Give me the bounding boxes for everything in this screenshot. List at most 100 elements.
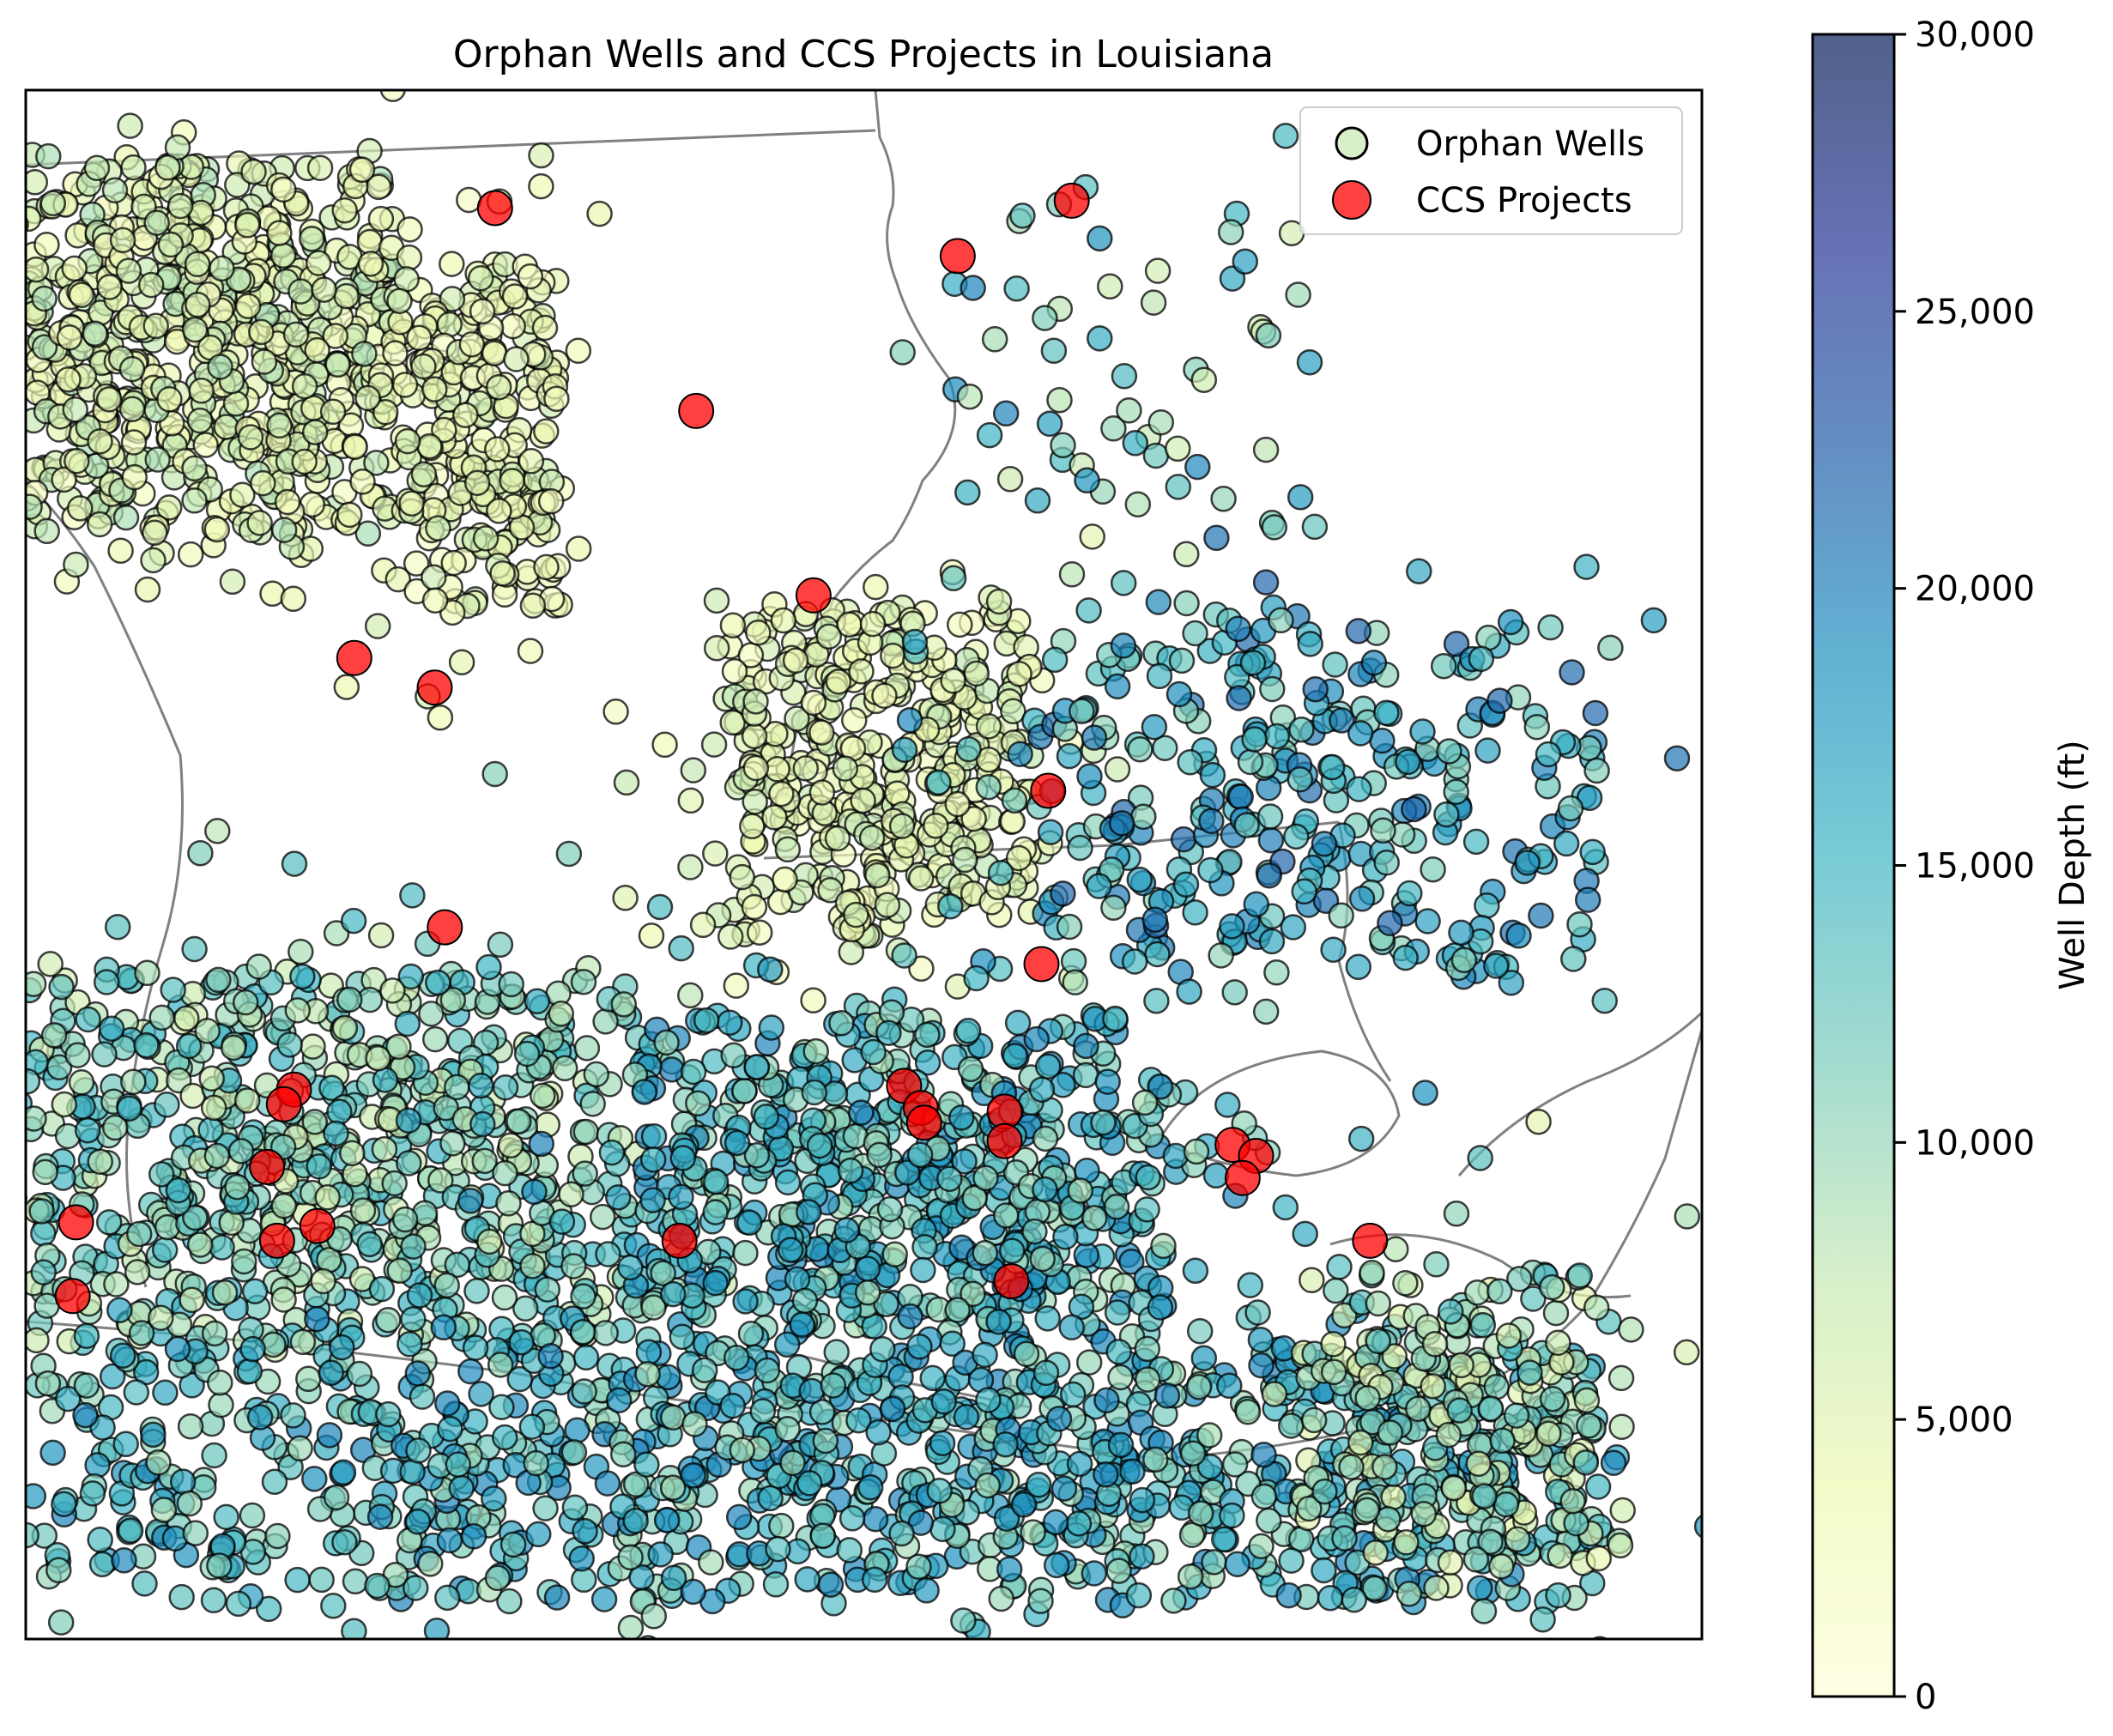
- orphan-well-point: [1693, 1514, 1702, 1539]
- orphan-well-point: [440, 549, 467, 577]
- orphan-well-point: [62, 396, 88, 423]
- orphan-well-point: [798, 1377, 826, 1405]
- colorbar-tick-label: 20,000: [1915, 570, 2035, 609]
- orphan-well-point: [768, 780, 795, 808]
- orphan-well-point: [537, 1343, 564, 1370]
- orphan-well-point: [1488, 1553, 1515, 1580]
- orphan-well-point: [186, 1231, 214, 1258]
- orphan-well-point: [117, 1517, 144, 1544]
- orphan-well-point: [919, 1364, 946, 1392]
- orphan-well-point: [1779, 1604, 1803, 1628]
- orphan-well-point: [925, 769, 952, 795]
- orphan-well-point: [1210, 486, 1237, 512]
- orphan-well-point: [305, 250, 332, 276]
- orphan-well-point: [1121, 948, 1148, 975]
- orphan-well-point: [680, 757, 707, 783]
- orphan-well-point: [51, 466, 77, 493]
- orphan-well-point: [992, 400, 1020, 427]
- orphan-well-point: [1172, 871, 1200, 898]
- orphan-well-point: [87, 428, 113, 455]
- orphan-well-point: [1483, 953, 1510, 979]
- orphan-well-point: [929, 1515, 956, 1543]
- colorbar-label: Well Depth (ft): [2053, 740, 2092, 990]
- orphan-well-point: [227, 1138, 255, 1164]
- orphan-well-point: [1232, 248, 1259, 275]
- orphan-well-point: [1104, 1299, 1131, 1326]
- orphan-well-point: [1353, 1497, 1380, 1524]
- orphan-well-point: [1074, 467, 1100, 494]
- orphan-well-point: [270, 176, 297, 203]
- orphan-well-point: [1423, 1575, 1450, 1601]
- orphan-well-point: [1000, 698, 1026, 725]
- orphan-well-point: [427, 1167, 454, 1194]
- orphan-well-point: [416, 432, 443, 460]
- orphan-well-point: [1466, 1575, 1493, 1602]
- orphan-well-point: [499, 468, 525, 494]
- orphan-well-point: [395, 1107, 422, 1134]
- orphan-well-point: [372, 398, 399, 426]
- orphan-well-point: [517, 638, 544, 664]
- orphan-well-point: [1420, 1373, 1446, 1400]
- orphan-well-point: [1492, 1491, 1520, 1518]
- orphan-well-point: [375, 1306, 402, 1334]
- orphan-well-point: [26, 256, 50, 283]
- ccs-project-point: [54, 1278, 91, 1315]
- orphan-well-point: [1103, 1194, 1130, 1220]
- colorbar-tick-label: 25,000: [1915, 293, 2035, 332]
- orphan-well-point: [117, 112, 143, 139]
- orphan-well-point: [203, 1142, 231, 1170]
- orphan-well-point: [1585, 1545, 1613, 1572]
- orphan-well-point: [531, 314, 559, 342]
- orphan-well-point: [975, 1387, 1002, 1413]
- orphan-well-point: [863, 573, 889, 601]
- orphan-well-point: [739, 813, 766, 840]
- orphan-well-point: [84, 1452, 111, 1479]
- ccs-project-point: [661, 1222, 698, 1259]
- orphan-well-point: [397, 1331, 423, 1358]
- orphan-well-point: [384, 566, 412, 593]
- orphan-well-point: [864, 862, 891, 889]
- orphan-well-point: [944, 1297, 971, 1323]
- orphan-well-point: [26, 205, 42, 233]
- orphan-well-point: [762, 1571, 790, 1598]
- orphan-well-point: [197, 1116, 224, 1143]
- orphan-well-point: [421, 1025, 449, 1053]
- orphan-well-point: [659, 1280, 687, 1308]
- orphan-well-point: [1075, 1349, 1103, 1376]
- orphan-well-point: [304, 336, 330, 364]
- orphan-well-point: [533, 553, 560, 581]
- orphan-well-point: [1081, 724, 1108, 751]
- orphan-well-point: [729, 863, 755, 891]
- orphan-well-point: [1100, 415, 1127, 442]
- orphan-well-point: [1032, 305, 1058, 331]
- orphan-well-point: [905, 1553, 932, 1580]
- orphan-well-point: [26, 1327, 50, 1354]
- orphan-well-point: [37, 951, 64, 977]
- orphan-well-point: [944, 790, 971, 818]
- orphan-well-point: [109, 1342, 136, 1369]
- orphan-well-point: [484, 436, 511, 463]
- orphan-well-point: [1322, 651, 1348, 678]
- orphan-well-point: [960, 275, 986, 301]
- orphan-well-point: [1127, 735, 1153, 763]
- orphan-well-point: [1126, 866, 1153, 893]
- orphan-well-point: [836, 1537, 863, 1564]
- orphan-well-point: [1486, 687, 1513, 714]
- orphan-well-point: [1073, 1032, 1099, 1060]
- orphan-well-point: [702, 1269, 729, 1297]
- orphan-well-point: [1177, 1563, 1204, 1590]
- orphan-well-point: [677, 982, 704, 1009]
- orphan-well-point: [1291, 878, 1317, 905]
- orphan-well-point: [463, 1278, 490, 1304]
- orphan-well-point: [501, 283, 529, 310]
- orphan-well-point: [1579, 838, 1606, 866]
- orphan-well-point: [609, 1441, 637, 1467]
- orphan-well-point: [891, 942, 917, 969]
- orphan-well-point: [248, 318, 275, 346]
- orphan-well-point: [472, 525, 499, 552]
- orphan-well-point: [716, 1009, 743, 1036]
- orphan-well-point: [1241, 726, 1268, 753]
- orphan-well-point: [523, 1449, 549, 1477]
